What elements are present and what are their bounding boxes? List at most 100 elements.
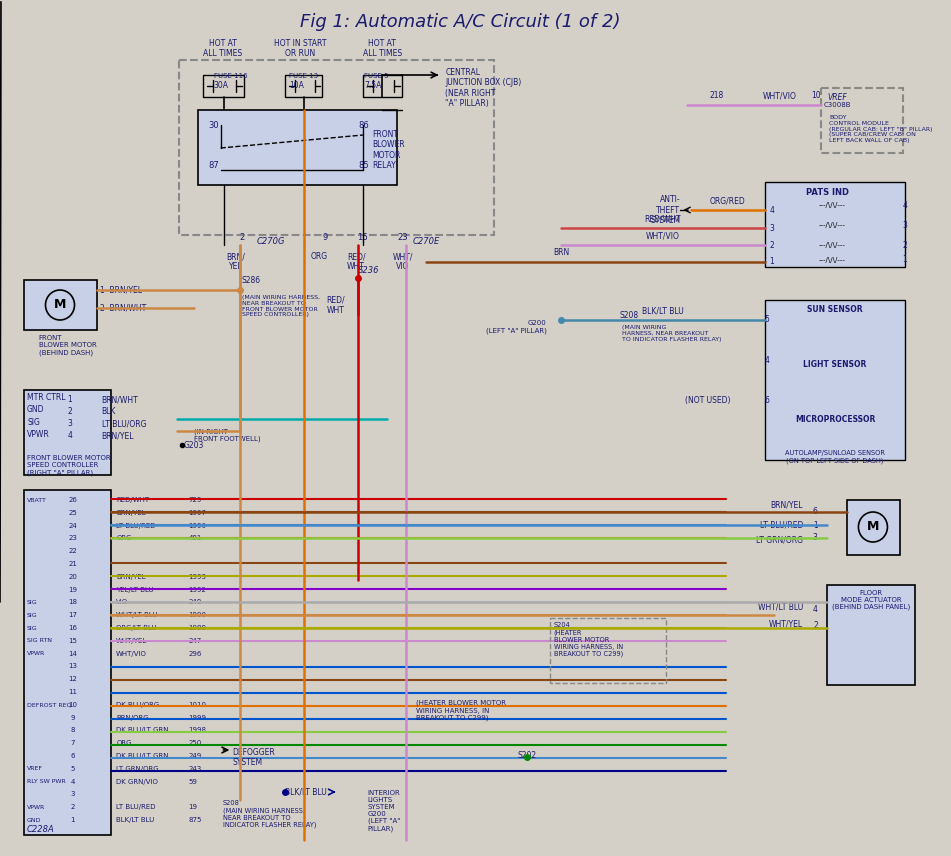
Text: 1992: 1992 <box>188 586 206 592</box>
Text: BRN/ORG: BRN/ORG <box>116 715 148 721</box>
Text: ---/\/\/---: ---/\/\/--- <box>819 257 845 263</box>
Text: 14: 14 <box>68 651 77 657</box>
Text: 25: 25 <box>68 510 77 516</box>
Text: S236: S236 <box>359 266 379 275</box>
Text: 4: 4 <box>769 205 774 215</box>
Text: 9: 9 <box>70 715 75 721</box>
Text: BRN/YEL: BRN/YEL <box>770 501 804 509</box>
Text: 250: 250 <box>188 740 202 746</box>
Text: 1: 1 <box>902 255 907 265</box>
Text: 10: 10 <box>811 91 821 100</box>
Text: 10A: 10A <box>289 81 304 90</box>
Text: 2: 2 <box>70 804 75 810</box>
Bar <box>765 182 904 267</box>
Text: M: M <box>866 520 879 533</box>
Text: (MAIN WIRING HARNESS,
NEAR BREAKOUT TO
FRONT BLOWER MOTOR
SPEED CONTROLLER): (MAIN WIRING HARNESS, NEAR BREAKOUT TO F… <box>242 295 320 318</box>
Text: FUSE 13: FUSE 13 <box>289 73 319 79</box>
Text: 19: 19 <box>68 586 77 592</box>
Text: 4: 4 <box>813 605 818 615</box>
Text: 7.5A: 7.5A <box>364 81 381 90</box>
Text: FLOOR
MODE ACTUATOR
(BEHIND DASH PANEL): FLOOR MODE ACTUATOR (BEHIND DASH PANEL) <box>832 590 910 610</box>
Text: 3: 3 <box>68 419 72 428</box>
Text: SIG RTN: SIG RTN <box>27 639 52 644</box>
Text: 9: 9 <box>322 233 328 241</box>
Text: S208: S208 <box>619 311 638 320</box>
Text: VREF: VREF <box>827 93 847 102</box>
Text: 2: 2 <box>68 407 72 416</box>
Text: LT GRN/ORG: LT GRN/ORG <box>116 766 159 772</box>
Text: 1998: 1998 <box>188 728 206 734</box>
Text: 729: 729 <box>188 497 203 503</box>
Text: SIG: SIG <box>27 613 38 618</box>
Text: 218: 218 <box>709 91 724 100</box>
Text: BRN/YEL: BRN/YEL <box>116 574 146 580</box>
Text: MICROPROCESSOR: MICROPROCESSOR <box>795 415 875 424</box>
Text: 4: 4 <box>765 355 769 365</box>
Text: (MAIN WIRING
HARNESS, NEAR BREAKOUT
TO INDICATOR FLASHER RELAY): (MAIN WIRING HARNESS, NEAR BREAKOUT TO I… <box>622 325 722 342</box>
Text: RED/WHT: RED/WHT <box>645 214 681 223</box>
Text: BLK/LT BLU: BLK/LT BLU <box>642 306 684 315</box>
Text: M: M <box>54 299 67 312</box>
Text: LT BLU/RED: LT BLU/RED <box>116 804 156 810</box>
Text: 481: 481 <box>188 535 203 541</box>
Text: 1: 1 <box>68 395 72 404</box>
Text: 21: 21 <box>68 561 77 567</box>
Text: ORG: ORG <box>311 252 328 261</box>
Text: 87: 87 <box>208 161 219 169</box>
Text: 1: 1 <box>769 258 774 266</box>
Text: BLK: BLK <box>102 407 116 416</box>
Text: S202: S202 <box>518 751 537 759</box>
Bar <box>846 500 900 555</box>
Text: 1999: 1999 <box>188 715 206 721</box>
Text: 16: 16 <box>68 625 77 631</box>
Text: LIGHT SENSOR: LIGHT SENSOR <box>804 360 867 369</box>
Text: 4: 4 <box>70 779 75 785</box>
Text: FRONT
BLOWER
MOTOR
RELAY: FRONT BLOWER MOTOR RELAY <box>373 130 405 170</box>
Text: 30: 30 <box>208 121 219 129</box>
Text: 8: 8 <box>70 728 75 734</box>
Text: WHT/LT BLU: WHT/LT BLU <box>758 603 804 611</box>
Text: 243: 243 <box>188 766 202 772</box>
Text: ORG/LT BLU: ORG/LT BLU <box>116 625 157 631</box>
Text: WHT/VIO: WHT/VIO <box>763 91 797 100</box>
Text: WHT/YEL: WHT/YEL <box>116 638 147 644</box>
Bar <box>821 88 902 153</box>
Text: BLK/LT BLU: BLK/LT BLU <box>116 817 154 823</box>
Text: SIG: SIG <box>27 600 38 605</box>
Text: S286: S286 <box>242 276 262 285</box>
Text: BRN/
YEL: BRN/ YEL <box>226 252 245 271</box>
Text: FUSE 116: FUSE 116 <box>214 73 247 79</box>
Text: SIG: SIG <box>27 418 40 427</box>
Bar <box>204 75 243 97</box>
Text: FRONT BLOWER MOTOR
SPEED CONTROLLER
(RIGHT "A" PILLAR): FRONT BLOWER MOTOR SPEED CONTROLLER (RIG… <box>27 455 110 475</box>
Text: BLK/LT BLU: BLK/LT BLU <box>285 788 327 796</box>
Text: 1: 1 <box>70 817 75 823</box>
Text: WHT/YEL: WHT/YEL <box>769 620 804 628</box>
Text: BRN/YEL: BRN/YEL <box>102 431 134 440</box>
Text: C270E: C270E <box>413 236 439 246</box>
Bar <box>550 618 666 683</box>
Text: S204
(HEATER
BLOWER MOTOR
WIRING HARNESS, IN
BREAKOUT TO C299): S204 (HEATER BLOWER MOTOR WIRING HARNESS… <box>553 622 623 657</box>
Text: 3: 3 <box>813 533 818 543</box>
Text: 7: 7 <box>70 740 75 746</box>
Text: 16: 16 <box>357 233 367 241</box>
Text: 5: 5 <box>70 766 75 772</box>
Text: INTERIOR
LIGHTS
SYSTEM
G200
(LEFT "A"
PILLAR): INTERIOR LIGHTS SYSTEM G200 (LEFT "A" PI… <box>368 790 400 832</box>
Text: 6: 6 <box>70 753 75 759</box>
Text: CENTRAL
JUNCTION BOX (CJB)
(NEAR RIGHT
"A" PILLAR): CENTRAL JUNCTION BOX (CJB) (NEAR RIGHT "… <box>445 68 521 108</box>
Text: 3: 3 <box>70 792 75 798</box>
Text: 1  BRN/YEL: 1 BRN/YEL <box>100 286 142 294</box>
Text: ---/\/\/---: ---/\/\/--- <box>819 222 845 228</box>
Text: HOT AT
ALL TIMES: HOT AT ALL TIMES <box>362 39 402 58</box>
Text: RLY SW PWR: RLY SW PWR <box>27 779 66 784</box>
Bar <box>179 60 494 235</box>
Bar <box>827 585 915 685</box>
Text: WHT/VIO: WHT/VIO <box>116 651 147 657</box>
Text: 59: 59 <box>188 779 198 785</box>
Text: 23: 23 <box>398 233 408 241</box>
Text: AUTOLAMP/SUNLOAD SENSOR
(ON TOP LEFT SIDE OF DASH): AUTOLAMP/SUNLOAD SENSOR (ON TOP LEFT SID… <box>786 450 885 463</box>
Text: YEL/LT BLU: YEL/LT BLU <box>116 586 154 592</box>
Text: 11: 11 <box>68 689 77 695</box>
Text: 247: 247 <box>188 638 202 644</box>
Text: 13: 13 <box>68 663 77 669</box>
